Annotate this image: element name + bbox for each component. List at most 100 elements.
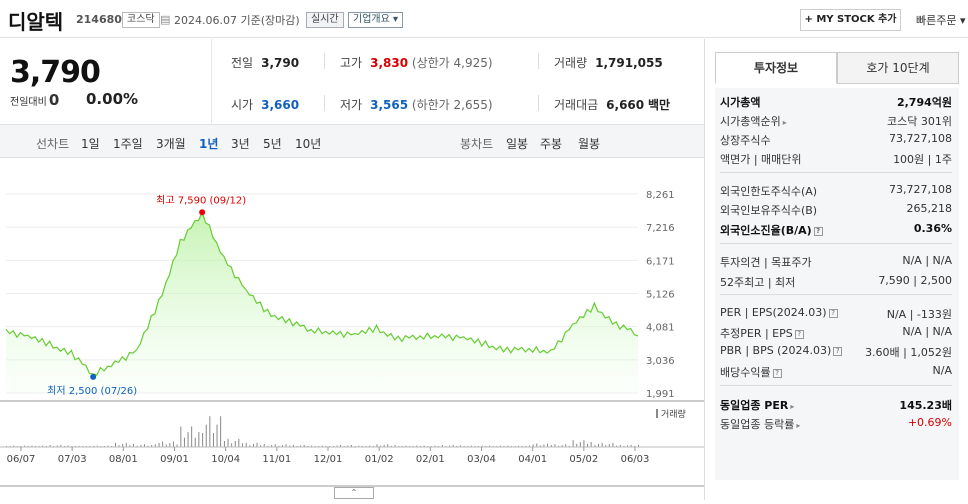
- tab-orderbook[interactable]: 호가 10단계: [837, 52, 959, 84]
- info-row-per: PER | EPS(2024.03)? N/A | -133원: [720, 306, 952, 322]
- volume-bar: [238, 438, 240, 447]
- candle-1[interactable]: 일봉: [506, 137, 529, 151]
- volume-bar: [612, 442, 614, 447]
- volume-bar: [529, 445, 531, 447]
- info-label: 외국인보유주식수(B): [720, 204, 818, 217]
- period-1[interactable]: 1일: [81, 137, 100, 151]
- volume-bar: [350, 444, 352, 447]
- info-label: 시가총액순위 ▸: [720, 115, 787, 128]
- period-7[interactable]: 10년: [295, 137, 322, 151]
- y-tick-label: 8,261: [646, 190, 675, 201]
- info-row-pbr: PBR | BPS (2024.03)? 3.60배 | 1,052원: [720, 344, 952, 360]
- info-label: 외국인한도주식수(A): [720, 185, 818, 198]
- help-icon[interactable]: ?: [813, 226, 823, 236]
- candle-chart-label: 봉차트: [460, 137, 494, 151]
- chart-period-bar: 선차트 1일 1주일 3개월 1년 3년 5년 10년 봉차트 일봉 주봉 월봉: [0, 124, 704, 158]
- volume-bar: [630, 444, 632, 447]
- period-2[interactable]: 1주일: [113, 137, 143, 151]
- info-label: PER | EPS(2024.03)?: [720, 306, 838, 319]
- volume-bar: [638, 444, 639, 447]
- info-value: 7,590 | 2,500: [878, 274, 952, 287]
- quick-order-button[interactable]: 빠른주문 ▾: [916, 14, 966, 27]
- company-overview-button[interactable]: 기업개요 ▾: [348, 12, 403, 28]
- volume-bar: [42, 445, 44, 447]
- volume-bar: [49, 444, 51, 447]
- volume-bar: [369, 445, 371, 447]
- high-price: 3,830: [370, 56, 409, 70]
- chevron-right-icon[interactable]: ▸: [790, 402, 795, 411]
- x-tick-label: 09/01: [160, 454, 189, 465]
- info-row-ind-chg: 동일업종 등락률 ▸ +0.69%: [720, 416, 952, 432]
- info-row-eper: 추정PER | EPS? N/A | N/A: [720, 325, 952, 341]
- period-3[interactable]: 3개월: [156, 137, 186, 151]
- volume-bar: [162, 441, 164, 447]
- volume-bar: [223, 441, 225, 447]
- upper-limit: (상한가 4,925): [411, 56, 493, 70]
- volume-bar: [292, 444, 294, 447]
- volume-bar: [249, 445, 251, 447]
- info-value: N/A | N/A: [902, 254, 952, 267]
- help-icon[interactable]: ?: [828, 308, 838, 318]
- info-value: 코스닥 301위: [887, 115, 952, 128]
- change-value: 0: [48, 91, 60, 109]
- volume-bar: [416, 445, 418, 447]
- chevron-right-icon[interactable]: ▸: [796, 421, 801, 430]
- volume-bar: [31, 445, 33, 447]
- volume-bar: [605, 445, 607, 447]
- volume-bar: [183, 437, 185, 447]
- add-mystock-button[interactable]: + MY STOCK 추가: [800, 9, 901, 31]
- volume-bar: [129, 445, 131, 447]
- realtime-button[interactable]: 실시간: [306, 12, 344, 28]
- divider: [720, 172, 952, 173]
- volume-bar: [172, 441, 174, 447]
- volume-bar: [594, 445, 596, 447]
- x-tick-label: 06/07: [7, 454, 36, 465]
- info-row-mcap: 시가총액 2,794억원: [720, 94, 952, 110]
- volume-bar: [340, 444, 342, 447]
- volume-bar: [547, 443, 549, 447]
- info-label: 동일업종 등락률 ▸: [720, 418, 801, 431]
- period-4[interactable]: 1년: [199, 137, 219, 151]
- help-icon[interactable]: ?: [794, 329, 804, 339]
- candle-3[interactable]: 월봉: [578, 137, 601, 151]
- chevron-right-icon[interactable]: ▸: [782, 118, 787, 127]
- info-label: 배당수익률?: [720, 364, 782, 380]
- info-label: 투자의견 | 목표주가: [720, 256, 812, 269]
- lower-limit: (하한가 2,655): [411, 98, 493, 112]
- volume-bar: [499, 445, 501, 447]
- volume-bar: [303, 444, 305, 447]
- volume-bar: [169, 443, 171, 447]
- period-5[interactable]: 3년: [231, 137, 250, 151]
- volume-bar: [202, 433, 204, 447]
- help-icon[interactable]: ?: [833, 346, 843, 356]
- volume-bar: [311, 445, 313, 447]
- volume-bar: [507, 445, 509, 447]
- volume-bar: [452, 444, 454, 447]
- price-box: 3,790 전일대비 0 0.00%: [0, 39, 212, 123]
- help-icon[interactable]: ?: [772, 368, 782, 378]
- candle-2[interactable]: 주봉: [540, 137, 563, 151]
- volume-bar: [24, 445, 25, 447]
- tab-invest-info[interactable]: 투자정보: [715, 52, 837, 84]
- volume-bar: [289, 445, 291, 447]
- volume-bar: [347, 445, 349, 447]
- volume-bar: [194, 437, 196, 447]
- volume-bar: [278, 445, 280, 447]
- volume-bar: [590, 442, 592, 447]
- info-value: +0.69%: [907, 416, 952, 429]
- info-row-fhold: 외국인보유주식수(B) 265,218: [720, 202, 952, 218]
- volume-bar: [576, 443, 578, 447]
- change-percent: 0.00%: [86, 90, 139, 108]
- invest-panel: 투자정보 호가 10단계 시가총액 2,794억원 시가총액순위 ▸ 코스닥 301위 상…: [704, 39, 968, 500]
- volume-bar: [539, 445, 541, 447]
- period-6[interactable]: 5년: [263, 137, 282, 151]
- volume-bar: [565, 444, 567, 447]
- chart-collapse-button[interactable]: ⌃: [334, 487, 374, 499]
- volume-bar: [256, 442, 258, 447]
- volume-bar: [489, 445, 491, 447]
- x-tick-label: 11/01: [262, 454, 291, 465]
- info-row-fratio: 외국인소진율(B/A)? 0.36%: [720, 222, 952, 238]
- volume-bar: [536, 443, 538, 447]
- invest-info-table: 시가총액 2,794억원 시가총액순위 ▸ 코스닥 301위 상장주식수 73,727,10…: [715, 88, 959, 480]
- volume-bar: [209, 416, 211, 447]
